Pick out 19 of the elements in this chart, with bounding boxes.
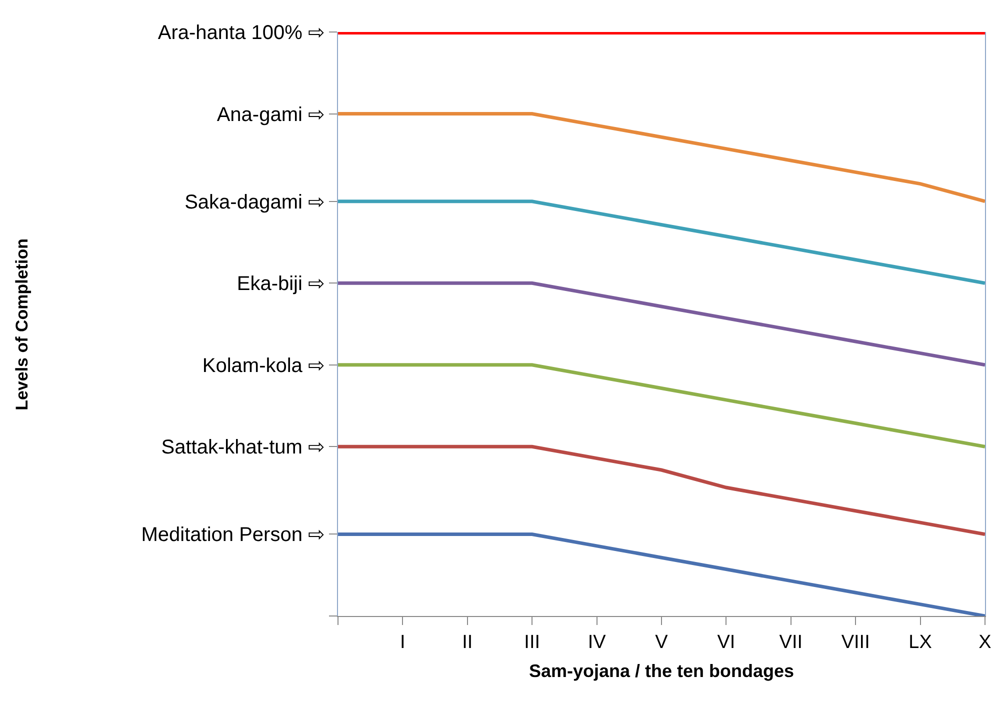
x-tick-label: IV <box>588 632 606 653</box>
x-tick-label: II <box>462 632 473 653</box>
series-label: Ana-gami ⇨ <box>216 104 325 126</box>
series-label: Ara-hanta 100% ⇨ <box>158 22 325 44</box>
x-tick-label: X <box>978 632 992 653</box>
series-label: Meditation Person ⇨ <box>141 524 325 546</box>
series-label: Eka-biji ⇨ <box>236 273 325 296</box>
x-tick-label: LX <box>908 632 932 653</box>
x-axis-title: Sam-yojana / the ten bondages <box>528 660 794 681</box>
x-tick-label: VI <box>717 632 736 653</box>
text: Levels of Completion <box>12 238 32 410</box>
x-tick-label: VIII <box>841 632 870 653</box>
x-tick-label: V <box>655 632 668 653</box>
x-tick-label: VII <box>779 632 803 653</box>
series-label: Kolam-kola ⇨ <box>202 354 325 377</box>
series-label: Saka-dagami ⇨ <box>184 191 325 214</box>
x-tick-label: III <box>524 632 540 653</box>
series-label: Sattak-khat-tum ⇨ <box>161 436 325 459</box>
x-tick-label: I <box>400 632 406 653</box>
